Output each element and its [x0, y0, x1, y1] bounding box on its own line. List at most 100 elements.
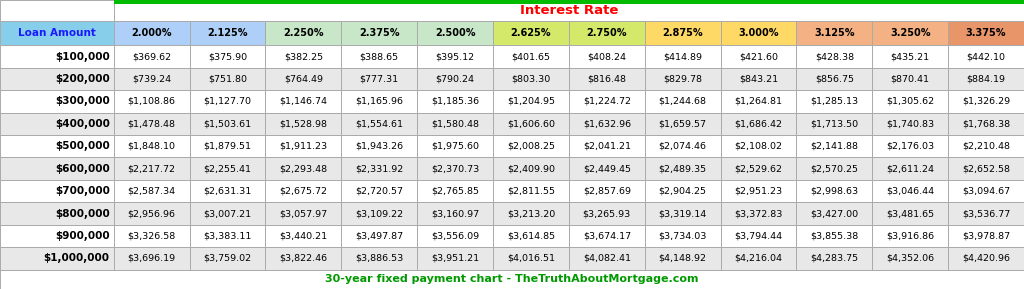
Text: $2,652.58: $2,652.58 — [963, 164, 1010, 173]
Bar — [114, 113, 189, 135]
Text: $2,331.92: $2,331.92 — [355, 164, 403, 173]
Bar — [265, 21, 341, 45]
Text: $3,556.09: $3,556.09 — [431, 231, 479, 240]
Text: $3,951.21: $3,951.21 — [431, 254, 479, 263]
Text: $1,554.61: $1,554.61 — [355, 119, 403, 128]
Bar — [417, 180, 493, 202]
Bar — [721, 135, 797, 158]
Text: $401.65: $401.65 — [511, 52, 551, 61]
Text: 2.500%: 2.500% — [435, 28, 475, 38]
Text: $3,427.00: $3,427.00 — [810, 209, 858, 218]
Text: $2,489.35: $2,489.35 — [658, 164, 707, 173]
Bar — [114, 45, 189, 68]
Bar — [721, 225, 797, 247]
Bar — [265, 180, 341, 202]
Bar — [114, 0, 1024, 4]
Bar — [265, 90, 341, 113]
Bar — [948, 45, 1024, 68]
Bar — [265, 158, 341, 180]
Bar — [797, 158, 872, 180]
Text: $2,951.23: $2,951.23 — [734, 187, 782, 196]
Text: $3,614.85: $3,614.85 — [507, 231, 555, 240]
Text: Interest Rate: Interest Rate — [520, 4, 618, 17]
Bar — [872, 68, 948, 90]
Bar — [0, 270, 1024, 289]
Text: $700,000: $700,000 — [55, 186, 110, 196]
Bar — [569, 202, 645, 225]
Text: $1,606.60: $1,606.60 — [507, 119, 555, 128]
Text: $4,420.96: $4,420.96 — [963, 254, 1010, 263]
Bar — [569, 158, 645, 180]
Text: $2,956.96: $2,956.96 — [128, 209, 176, 218]
Bar — [721, 158, 797, 180]
Text: $2,449.45: $2,449.45 — [583, 164, 631, 173]
Text: 3.125%: 3.125% — [814, 28, 855, 38]
Text: $1,204.95: $1,204.95 — [507, 97, 555, 106]
Text: $1,326.29: $1,326.29 — [962, 97, 1010, 106]
Text: $1,478.48: $1,478.48 — [128, 119, 176, 128]
Bar — [493, 68, 569, 90]
Text: $2,370.73: $2,370.73 — [431, 164, 479, 173]
Bar — [265, 225, 341, 247]
Text: $2,811.55: $2,811.55 — [507, 187, 555, 196]
Text: $3,372.83: $3,372.83 — [734, 209, 782, 218]
Bar — [114, 247, 189, 270]
Text: $1,911.23: $1,911.23 — [280, 142, 328, 151]
Text: 2.250%: 2.250% — [284, 28, 324, 38]
Bar — [721, 180, 797, 202]
Bar — [872, 247, 948, 270]
Bar — [493, 202, 569, 225]
Text: $3,109.22: $3,109.22 — [355, 209, 403, 218]
Bar — [797, 225, 872, 247]
Text: $4,283.75: $4,283.75 — [810, 254, 858, 263]
Bar — [114, 225, 189, 247]
Bar — [645, 135, 721, 158]
Bar — [417, 90, 493, 113]
Text: $1,244.68: $1,244.68 — [658, 97, 707, 106]
Text: $3,536.77: $3,536.77 — [962, 209, 1011, 218]
Text: $3,213.20: $3,213.20 — [507, 209, 555, 218]
Bar — [114, 158, 189, 180]
Text: $3,383.11: $3,383.11 — [204, 231, 252, 240]
Text: $3,326.58: $3,326.58 — [128, 231, 176, 240]
Text: $4,216.04: $4,216.04 — [734, 254, 782, 263]
Bar — [797, 247, 872, 270]
Bar — [341, 113, 417, 135]
Bar — [569, 247, 645, 270]
Bar — [872, 113, 948, 135]
Bar — [948, 225, 1024, 247]
Text: $375.90: $375.90 — [208, 52, 247, 61]
Text: $790.24: $790.24 — [435, 75, 474, 84]
Text: $751.80: $751.80 — [208, 75, 247, 84]
Text: $1,108.86: $1,108.86 — [128, 97, 176, 106]
Bar — [569, 225, 645, 247]
Text: 30-year fixed payment chart - TheTruthAboutMortgage.com: 30-year fixed payment chart - TheTruthAb… — [326, 274, 698, 284]
Bar — [493, 45, 569, 68]
Bar — [797, 45, 872, 68]
Text: $442.10: $442.10 — [967, 52, 1006, 61]
Bar — [493, 90, 569, 113]
Bar — [948, 158, 1024, 180]
Text: $1,224.72: $1,224.72 — [583, 97, 631, 106]
Text: $4,082.41: $4,082.41 — [583, 254, 631, 263]
Bar — [645, 180, 721, 202]
Text: $408.24: $408.24 — [588, 52, 627, 61]
Bar — [189, 90, 265, 113]
Bar — [417, 68, 493, 90]
Bar — [645, 158, 721, 180]
Text: $2,611.24: $2,611.24 — [886, 164, 934, 173]
Text: $4,016.51: $4,016.51 — [507, 254, 555, 263]
Bar — [341, 158, 417, 180]
Bar — [0, 225, 114, 247]
Bar — [341, 21, 417, 45]
Text: $369.62: $369.62 — [132, 52, 171, 61]
Text: $870.41: $870.41 — [891, 75, 930, 84]
Text: $3,094.67: $3,094.67 — [962, 187, 1010, 196]
Text: $300,000: $300,000 — [55, 97, 110, 106]
Bar — [341, 90, 417, 113]
Text: $1,528.98: $1,528.98 — [280, 119, 328, 128]
Bar — [493, 158, 569, 180]
Text: $2,074.46: $2,074.46 — [658, 142, 707, 151]
Text: $856.75: $856.75 — [815, 75, 854, 84]
Text: $2,631.31: $2,631.31 — [204, 187, 252, 196]
